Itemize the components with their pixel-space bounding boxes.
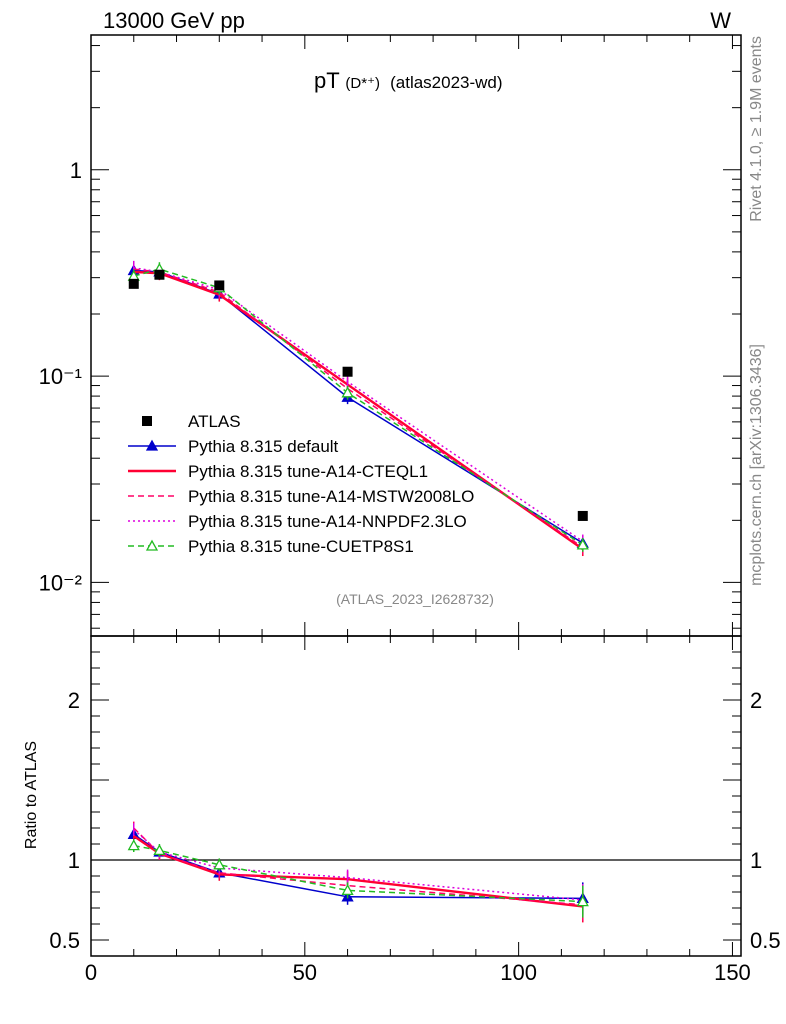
legend-label-1: Pythia 8.315 tune-A14-CTEQL1 xyxy=(188,462,428,481)
y-tick-label: 1 xyxy=(70,158,82,183)
energy-label: 13000 GeV pp xyxy=(103,8,245,33)
data-point xyxy=(214,280,225,291)
ratio-y-tick-label-left: 2 xyxy=(68,688,80,713)
tick-labels: 0 50 100 150 10⁻² 10⁻¹ 1 0.5 0.5 1 1 2 2 xyxy=(39,158,781,985)
mc-line-3 xyxy=(133,267,584,543)
ratio-line-0 xyxy=(133,833,583,900)
mc-point xyxy=(576,538,589,550)
legend-label-4: Pythia 8.315 tune-CUETP8S1 xyxy=(188,537,414,556)
ratio-point xyxy=(213,858,226,870)
x-tick-label: 150 xyxy=(714,960,751,985)
data-point xyxy=(342,366,353,377)
ratio-plot xyxy=(91,821,741,923)
legend-marker-0 xyxy=(145,439,159,451)
ratio-y-tick-label-right: 0.5 xyxy=(750,928,781,953)
ratio-y-tick-label-left: 1 xyxy=(68,848,80,873)
axis-ticks xyxy=(90,35,741,956)
legend-marker-data xyxy=(142,416,152,426)
legend-label-0: Pythia 8.315 default xyxy=(188,437,339,456)
mc-point xyxy=(341,386,354,398)
ratio-y-tick-label-right: 2 xyxy=(750,688,762,713)
ratio-line-2 xyxy=(133,827,583,906)
data-point xyxy=(577,510,588,521)
legend-label-data: ATLAS xyxy=(188,412,241,431)
analysis-id: (ATLAS_2023_I2628732) xyxy=(336,591,494,607)
title-sub: (D*⁺) xyxy=(345,75,380,92)
title-main: pT xyxy=(314,68,339,93)
process-label: W xyxy=(710,8,731,33)
ratio-point xyxy=(341,884,354,896)
x-tick-label: 100 xyxy=(500,960,537,985)
x-tick-label: 50 xyxy=(293,960,317,985)
main-plot xyxy=(127,260,589,557)
mcplots-label: mcplots.cern.ch [arXiv:1306.3436] xyxy=(748,344,765,586)
ratio-ylabel: Ratio to ATLAS xyxy=(23,741,40,849)
ratio-frame xyxy=(90,635,742,957)
chart-title: pT (D*⁺) (atlas2023-wd) xyxy=(314,68,503,93)
mc-line-2 xyxy=(133,268,584,548)
legend: ATLAS Pythia 8.315 default Pythia 8.315 tu… xyxy=(128,412,474,556)
ratio-point xyxy=(127,839,140,851)
ratio-y-tick-label-right: 1 xyxy=(750,848,762,873)
title-tag: (atlas2023-wd) xyxy=(390,73,502,92)
ratio-line-1 xyxy=(133,835,583,908)
x-tick-label: 0 xyxy=(85,960,97,985)
ratio-line-4 xyxy=(133,844,583,903)
legend-label-2: Pythia 8.315 tune-A14-MSTW2008LO xyxy=(188,487,474,506)
y-tick-label: 10⁻² xyxy=(39,570,82,595)
ratio-point xyxy=(576,895,589,907)
ratio-y-tick-label-left: 0.5 xyxy=(49,928,80,953)
ratio-point xyxy=(153,844,166,856)
rivet-label: Rivet 4.1.0, ≥ 1.9M events xyxy=(748,36,765,222)
mc-line-1 xyxy=(133,270,584,551)
data-point xyxy=(154,269,165,280)
ratio-line-3 xyxy=(133,829,583,901)
legend-marker-4 xyxy=(145,539,159,551)
data-point xyxy=(128,278,139,289)
y-tick-label: 10⁻¹ xyxy=(39,364,82,389)
legend-label-3: Pythia 8.315 tune-A14-NNPDF2.3LO xyxy=(188,512,467,531)
